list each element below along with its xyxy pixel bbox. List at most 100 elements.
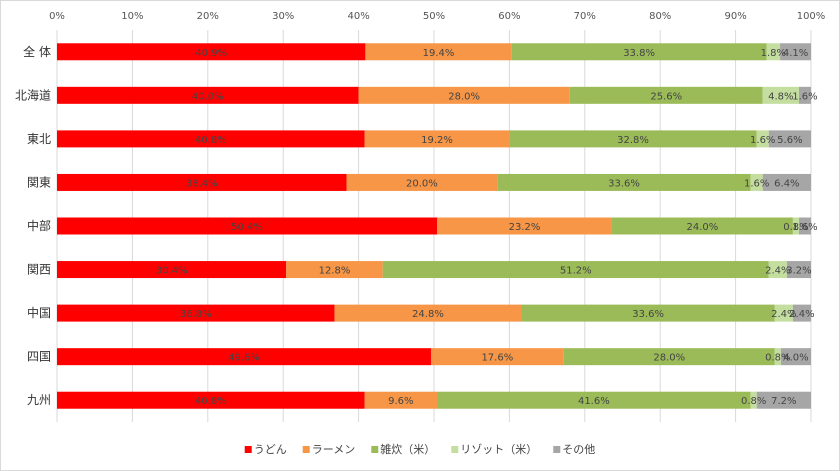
bar-segment [365,43,512,61]
data-label: 20.0% [406,178,438,189]
bar-segment [57,304,335,322]
bar-segment [521,304,775,322]
data-label: 36.8% [180,309,212,320]
data-label: 50.4% [231,222,263,233]
bar-segment [364,391,438,409]
bar-segment [792,217,799,235]
bar-segment [798,217,811,235]
data-label: 19.4% [423,48,455,59]
bar-segment [57,43,366,61]
bar-segment [57,261,287,279]
data-label: 5.6% [777,135,802,146]
data-label: 49.6% [228,353,260,364]
data-label: 24.8% [412,309,444,320]
data-label: 1.8% [761,48,786,59]
data-labels: 40.9% 19.4% 33.8% 1.8%4.1% 40.0% 28.0% 25.6% 4.… [156,48,818,407]
bar-segment [346,173,498,191]
data-label: 0.8% [765,353,790,364]
legend-swatch [371,446,379,453]
bar-segment [756,130,769,148]
data-label: 19.2% [421,135,453,146]
data-label: 4.8% [768,91,793,102]
bar-segment [768,261,787,279]
legend-swatch [302,446,310,453]
data-label: 40.8% [195,396,227,407]
legend-swatch [553,446,561,453]
x-tick-label: 60% [498,11,520,22]
legend-item: リゾット（米） [451,443,537,456]
x-tick-label: 20% [197,11,219,22]
data-label: 23.2% [509,222,541,233]
category-label: 中国 [27,305,51,320]
bar-segment [286,261,383,279]
bar-segment [792,304,811,322]
legend-swatch [451,446,459,453]
data-label: 1.6% [744,178,769,189]
data-label: 40.8% [195,135,227,146]
data-label: 4.1% [783,48,808,59]
data-label: 40.0% [192,91,224,102]
data-label: 28.0% [653,353,685,364]
x-tick-label: 10% [121,11,143,22]
data-label: 3.2% [786,266,811,277]
x-tick-label: 80% [649,11,671,22]
bar-segment [382,261,769,279]
bar-segment [57,391,365,409]
x-tick-label: 100% [797,11,826,22]
bar-segment [57,173,347,191]
legend-label: その他 [562,443,595,456]
data-label: 4.0% [783,353,808,364]
category-label: 関西 [27,263,51,277]
legend-item: 雑炊（米） [371,442,435,456]
data-label: 1.6% [792,222,817,233]
category-label: 東北 [27,132,51,146]
bar-segment [611,217,793,235]
legend-label: うどん [254,443,287,456]
bar-segment [569,86,763,104]
category-label: 九州 [27,393,51,407]
bar-segment [780,348,811,366]
legend-label: リゾット（米） [460,443,537,456]
bar-segment [364,130,510,148]
bar-segment [762,86,799,104]
data-label: 30.4% [156,266,188,277]
legend-swatch [244,446,252,453]
bar-segment [334,304,522,322]
data-label: 2.4% [771,309,796,320]
bar-segment [768,130,811,148]
data-label: 28.0% [448,91,480,102]
x-tick-label: 70% [574,11,596,22]
legend-label: 雑炊（米） [380,442,435,456]
x-tick-label: 0% [49,11,65,22]
bar-segment [57,130,365,148]
bar-segment [780,43,811,61]
bar-segment [786,261,811,279]
legend-item: その他 [553,443,595,456]
x-tick-label: 50% [423,11,445,22]
data-label: 51.2% [560,266,592,277]
bar-segment [437,391,751,409]
data-label: 2.4% [765,266,790,277]
bar-segment [756,391,811,409]
data-label: 7.2% [771,396,796,407]
data-label: 17.6% [481,353,513,364]
data-label: 33.6% [608,178,640,189]
bar-segment [497,173,751,191]
x-tick-label: 90% [724,11,746,22]
data-label: 0.8% [783,222,808,233]
legend-item: うどん [244,443,287,456]
category-label: 四国 [27,350,51,364]
x-tick-label: 30% [272,11,294,22]
x-axis-ticks: 0% 10% 20% 30% 40% 50% 60% 70% 80% 90% 100% [49,11,825,22]
category-label: 中部 [27,218,51,233]
data-label: 1.6% [750,135,775,146]
legend-item: ラーメン [302,443,355,456]
bar-segment [750,391,757,409]
bar-segment [57,217,438,235]
data-label: 9.6% [388,396,413,407]
bar-segment [563,348,775,366]
data-label: 25.6% [650,91,682,102]
legend: うどん ラーメン 雑炊（米） リゾット（米） その他 [244,442,595,456]
